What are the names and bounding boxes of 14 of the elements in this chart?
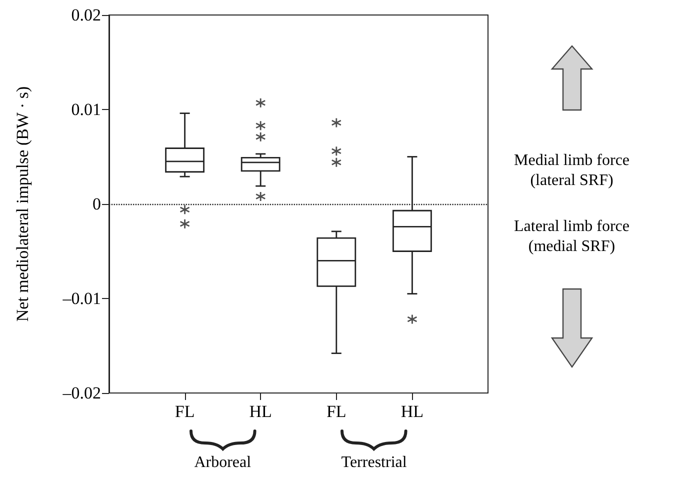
x-tick-label: FL (326, 402, 346, 421)
y-tick-label: 0.01 (71, 100, 101, 119)
x-tick-label: HL (400, 402, 424, 421)
y-axis-title: Net mediolateral impulse (BW · s) (13, 86, 32, 322)
text: Arboreal (194, 453, 252, 473)
text: Medial limb force (lateral SRF) (514, 151, 630, 191)
x-tick-label: FL (174, 402, 195, 421)
y-tick-label: 0 (92, 194, 101, 214)
y-tick-label: 0.02 (71, 6, 101, 24)
x-tick-label: HL (249, 402, 272, 421)
text: Lateral limb force (medial SRF) (514, 217, 630, 257)
text: Terrestrial (341, 453, 407, 473)
y-tick-label: –0.01 (62, 289, 101, 308)
y-tick-label: –0.02 (62, 384, 101, 402)
